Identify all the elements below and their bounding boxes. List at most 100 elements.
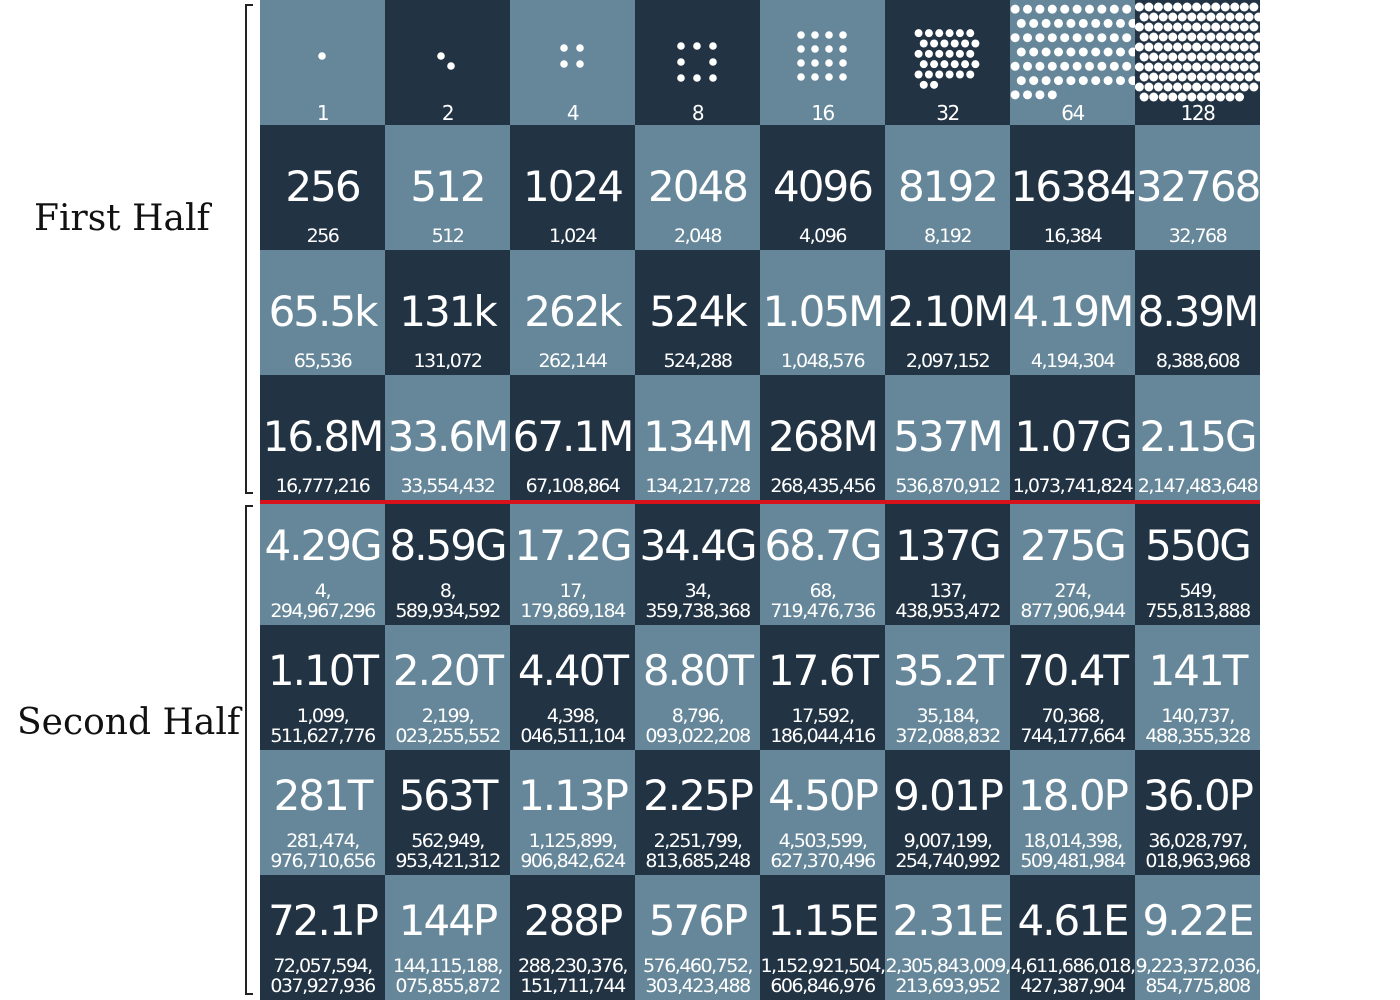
square-exact-value: 4 xyxy=(566,101,580,125)
square-rounded-value: 262k xyxy=(524,287,623,336)
grain-dot xyxy=(1153,22,1163,32)
board-square: 18.0P 18,014,398, 509,481,984 xyxy=(1010,750,1135,875)
grain-dot xyxy=(914,29,923,38)
grain-dot xyxy=(966,70,975,79)
board-square: 34.4G 34, 359,738,368 xyxy=(635,500,760,625)
grain-dot xyxy=(1239,42,1249,52)
square-rounded-value: 1024 xyxy=(523,162,624,211)
grain-dot xyxy=(1168,72,1178,82)
square-exact-value: 1,073,741,824 xyxy=(1012,475,1134,497)
grain-dot xyxy=(1128,76,1135,86)
grain-dot xyxy=(914,49,923,58)
grain-dot xyxy=(1220,2,1230,12)
grain-dot xyxy=(825,59,833,67)
grain-dot xyxy=(1254,32,1260,42)
grain-dot xyxy=(1182,82,1192,92)
grain-dot xyxy=(1173,22,1183,32)
grain-dot xyxy=(1254,72,1260,82)
grain-dot xyxy=(961,39,970,48)
square-exact-value: 16,777,216 xyxy=(275,475,371,497)
board-square: 4.50P 4,503,599, 627,370,496 xyxy=(760,750,885,875)
board-square: 1.15E 1,152,921,504, 606,846,976 xyxy=(760,875,885,1000)
grain-dot xyxy=(1041,18,1051,28)
grain-dot xyxy=(1041,76,1051,86)
square-exact-value: 18,014,398, 509,481,984 xyxy=(1020,830,1126,872)
square-rounded-value: 281T xyxy=(273,771,374,820)
square-rounded-value: 268M xyxy=(768,412,878,461)
grain-dot xyxy=(1135,62,1144,72)
grain-dot xyxy=(1078,47,1088,57)
square-exact-value: 72,057,594, 037,927,936 xyxy=(270,955,376,997)
square-rounded-value: 2.25P xyxy=(643,771,754,820)
grain-dot xyxy=(945,70,954,79)
grain-dot xyxy=(1153,2,1163,12)
grain-dot xyxy=(940,39,949,48)
second-half-label: Second Half xyxy=(17,702,241,743)
grain-dot xyxy=(560,44,568,52)
grain-dot xyxy=(1215,52,1225,62)
grain-dot xyxy=(677,58,685,66)
grain-dot xyxy=(1060,33,1070,43)
grain-dot xyxy=(1244,32,1254,42)
grain-dot xyxy=(1192,22,1202,32)
grain-dot xyxy=(1091,18,1101,28)
grain-dot xyxy=(709,42,717,50)
square-rounded-value: 2.31E xyxy=(892,896,1004,945)
grain-dot xyxy=(1239,22,1249,32)
board-square: 576P 576,460,752, 303,423,488 xyxy=(635,875,760,1000)
grain-dot xyxy=(1196,92,1206,102)
grain-dot xyxy=(955,29,964,38)
grain-dot xyxy=(935,70,944,79)
square-exact-value: 262,144 xyxy=(538,350,608,372)
square-exact-value: 70,368, 744,177,664 xyxy=(1020,705,1126,747)
grain-dot xyxy=(1054,18,1063,28)
board-square: 2.25P 2,251,799, 813,685,248 xyxy=(635,750,760,875)
grain-dot xyxy=(797,45,805,53)
grain-dot xyxy=(1144,42,1154,52)
grain-dot xyxy=(1135,82,1144,92)
grain-dot xyxy=(1085,4,1094,14)
grain-dot xyxy=(1201,82,1211,92)
board-square: 537M 536,870,912 xyxy=(885,375,1010,500)
square-exact-value: 36,028,797, 018,963,968 xyxy=(1145,830,1251,872)
square-exact-value: 4,398, 046,511,104 xyxy=(520,705,626,747)
grain-dot xyxy=(1187,12,1197,22)
board-square: 8.59G 8, 589,934,592 xyxy=(385,500,510,625)
grain-dot xyxy=(1211,2,1221,12)
board-square: 2048 2,048 xyxy=(635,125,760,250)
board-square: 1.13P 1,125,899, 906,842,624 xyxy=(510,750,635,875)
grain-dot xyxy=(1249,62,1259,72)
board-square: 1 xyxy=(260,0,385,125)
board-square: 4.40T 4,398, 046,511,104 xyxy=(510,625,635,750)
grain-dot xyxy=(1135,22,1144,32)
square-rounded-value: 2048 xyxy=(648,162,749,211)
grain-dot xyxy=(1239,62,1249,72)
grain-dot xyxy=(1187,32,1197,42)
grain-dot xyxy=(1177,52,1187,62)
board-square: 68.7G 68, 719,476,736 xyxy=(760,500,885,625)
grain-dot xyxy=(1206,52,1216,62)
square-exact-value: 140,737, 488,355,328 xyxy=(1145,705,1251,747)
grain-dot xyxy=(950,39,959,48)
board-square: 281T 281,474, 976,710,656 xyxy=(260,750,385,875)
grain-dot xyxy=(709,58,717,66)
grain-dot xyxy=(1211,22,1221,32)
grain-dot xyxy=(1206,72,1216,82)
grain-dot xyxy=(1091,76,1101,86)
grain-dot xyxy=(955,49,964,58)
square-exact-value: 64 xyxy=(1061,101,1085,125)
square-rounded-value: 134M xyxy=(643,412,753,461)
grain-dot xyxy=(1173,42,1183,52)
board-square: 288P 288,230,376, 151,711,744 xyxy=(510,875,635,1000)
first-half-bracket xyxy=(245,4,253,494)
board-square: 16384 16,384 xyxy=(1010,125,1135,250)
square-exact-value: 256 xyxy=(306,225,340,247)
board-square: 70.4T 70,368, 744,177,664 xyxy=(1010,625,1135,750)
board-square: 17.6T 17,592, 186,044,416 xyxy=(760,625,885,750)
grain-dot xyxy=(1035,90,1045,100)
grain-dot xyxy=(930,80,939,89)
grain-dot xyxy=(1168,92,1178,102)
grain-dot xyxy=(1085,33,1094,43)
square-exact-value: 1 xyxy=(316,101,330,125)
square-rounded-value: 563T xyxy=(398,771,499,820)
